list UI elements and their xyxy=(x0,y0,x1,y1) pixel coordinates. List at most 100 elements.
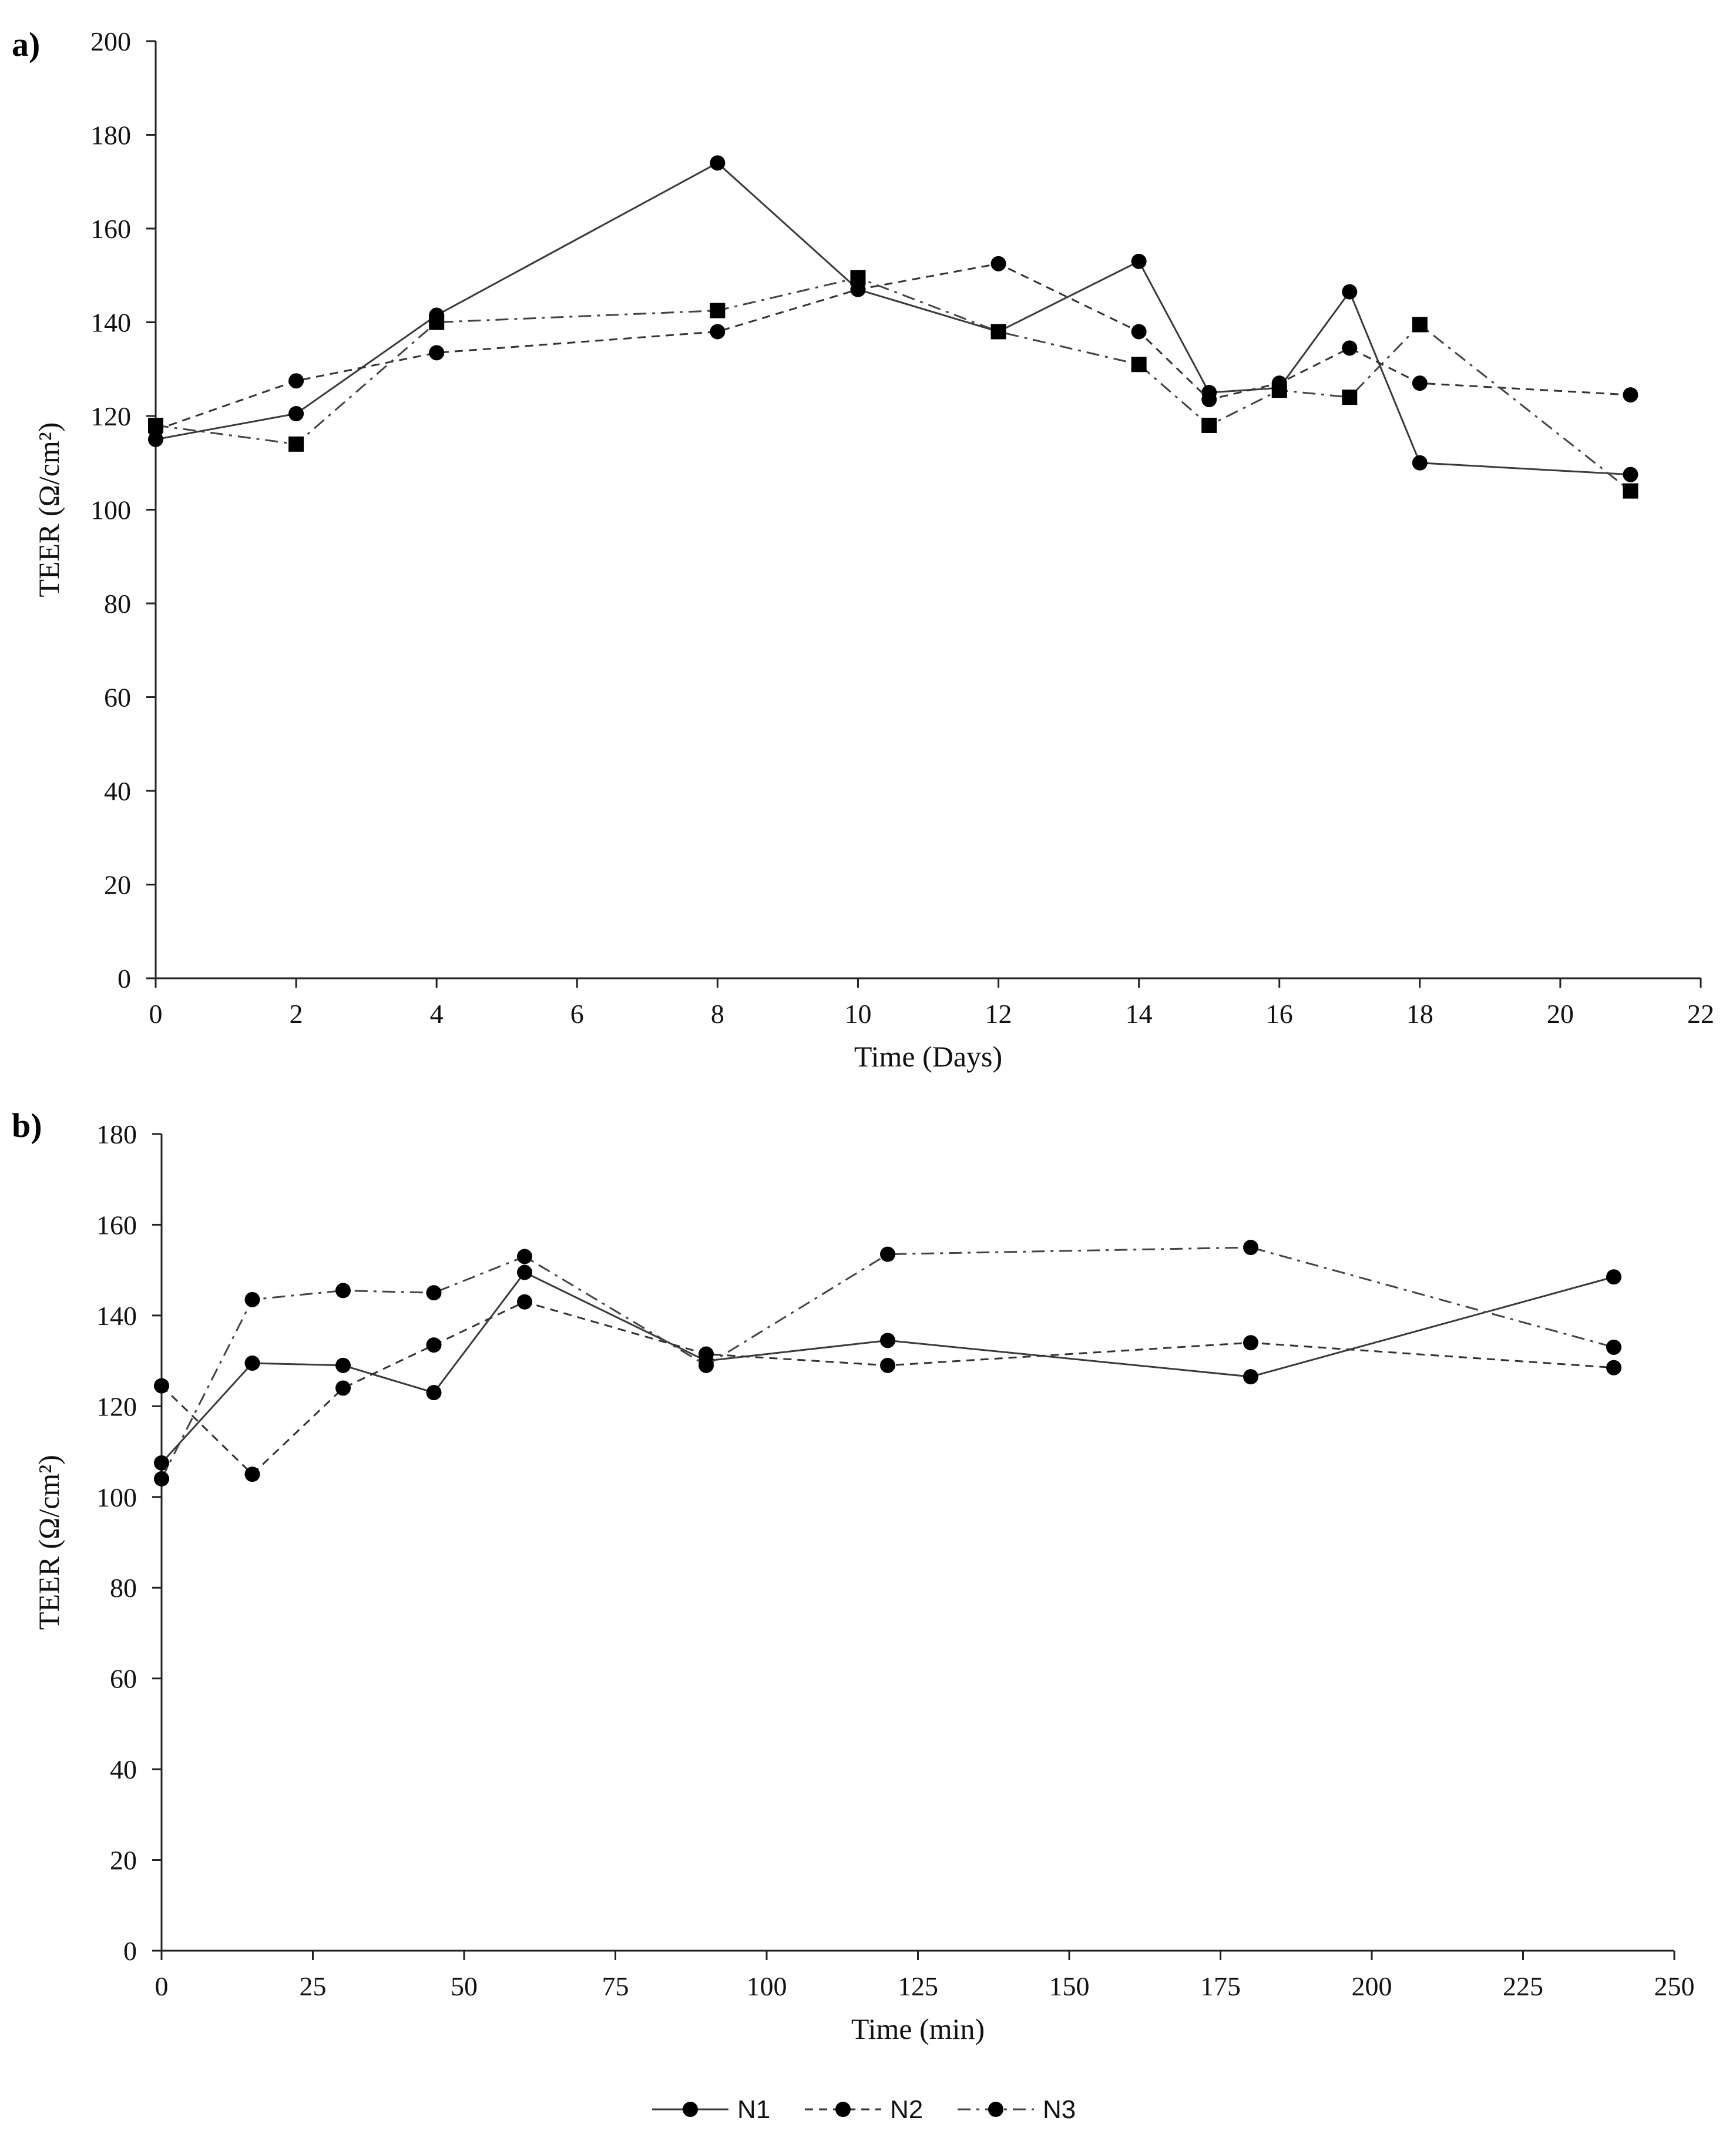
y-tick-label: 60 xyxy=(110,1664,137,1694)
data-point xyxy=(1131,357,1147,373)
legend-item-n2: N2 xyxy=(805,2095,923,2124)
x-tick-label: 175 xyxy=(1200,1971,1241,2001)
y-axis-title: TEER (Ω/cm²) xyxy=(32,422,65,598)
data-point xyxy=(990,324,1006,340)
data-point xyxy=(710,155,726,171)
data-point xyxy=(1412,375,1428,391)
x-tick-label: 8 xyxy=(711,999,724,1029)
data-point xyxy=(1623,483,1638,499)
chart-panel-a: a) 0 20 40 60 80 100 120 140 160 180 200 0 2 4 6 8 10 12 14… xyxy=(12,25,1714,1073)
data-point xyxy=(429,314,445,330)
legend-label: N2 xyxy=(890,2095,923,2124)
x-tick-label: 75 xyxy=(602,1971,629,2001)
x-tick-label: 12 xyxy=(985,999,1012,1029)
y-tick-label: 120 xyxy=(96,1391,137,1421)
data-point xyxy=(288,406,304,422)
x-axis-title: Time (Days) xyxy=(854,1040,1002,1073)
y-tick-label: 20 xyxy=(110,1846,137,1875)
data-point xyxy=(1131,253,1147,269)
x-tick-label: 14 xyxy=(1126,999,1153,1029)
x-tick-label: 50 xyxy=(451,1971,478,2001)
data-point xyxy=(1623,467,1638,482)
data-point xyxy=(710,324,726,340)
x-tick-label: 250 xyxy=(1654,1971,1695,2001)
data-point xyxy=(426,1285,442,1301)
data-point xyxy=(517,1294,532,1310)
data-point xyxy=(426,1337,442,1353)
y-tick-label: 60 xyxy=(104,683,131,713)
y-tick-label: 100 xyxy=(90,495,131,525)
x-tick-label: 18 xyxy=(1406,999,1433,1029)
x-tick-label: 125 xyxy=(898,1971,938,2001)
legend-item-n1: N1 xyxy=(652,2095,770,2124)
legend-label: N1 xyxy=(737,2095,770,2124)
data-point xyxy=(1342,390,1358,405)
data-point xyxy=(1243,1240,1258,1256)
data-point xyxy=(1243,1335,1258,1351)
series-n1 xyxy=(154,1264,1621,1471)
x-tick-label: 20 xyxy=(1547,999,1574,1029)
data-point xyxy=(244,1467,260,1482)
x-tick-label: 22 xyxy=(1687,999,1714,1029)
y-tick-label: 180 xyxy=(90,120,131,150)
data-point xyxy=(1243,1369,1258,1385)
data-point xyxy=(880,1357,895,1373)
data-point xyxy=(288,373,304,389)
x-tick-label: 0 xyxy=(149,999,163,1029)
data-point xyxy=(148,417,163,433)
x-tick-label: 16 xyxy=(1266,999,1293,1029)
data-point xyxy=(154,1378,169,1394)
legend: N1 N2 N3 xyxy=(652,2095,1076,2124)
series-n3 xyxy=(148,270,1638,499)
data-point xyxy=(1342,340,1358,356)
data-point xyxy=(710,303,726,318)
data-point xyxy=(1201,417,1217,433)
x-tick-label: 6 xyxy=(570,999,584,1029)
y-tick-label: 80 xyxy=(110,1573,137,1603)
data-point xyxy=(335,1380,351,1396)
data-point xyxy=(699,1357,714,1373)
y-tick-label: 40 xyxy=(104,776,131,806)
series-n2 xyxy=(154,1294,1621,1482)
x-tick-label: 0 xyxy=(155,1971,169,2001)
data-point xyxy=(244,1355,260,1371)
data-point xyxy=(880,1246,895,1262)
data-point xyxy=(429,345,445,361)
x-tick-label: 25 xyxy=(300,1971,327,2001)
data-point xyxy=(426,1385,442,1401)
y-tick-label: 80 xyxy=(104,589,131,619)
data-point xyxy=(1606,1360,1621,1375)
chart-panel-b: b) 0 20 40 60 80 100 120 140 160 180 0 25 50 75 100 125 1… xyxy=(12,1106,1695,2045)
data-point xyxy=(1131,324,1147,340)
y-tick-label: 200 xyxy=(90,26,131,56)
legend-label: N3 xyxy=(1043,2095,1076,2124)
y-tick-label: 100 xyxy=(96,1482,137,1512)
x-axis-title: Time (min) xyxy=(851,2012,985,2045)
data-point xyxy=(1201,392,1217,408)
x-tick-label: 2 xyxy=(290,999,303,1029)
data-point xyxy=(850,270,866,286)
data-point xyxy=(244,1291,260,1307)
x-tick-label: 10 xyxy=(844,999,871,1029)
y-axis-title: TEER (Ω/cm²) xyxy=(32,1455,65,1630)
data-point xyxy=(990,256,1006,271)
data-point xyxy=(699,1346,714,1362)
legend-item-n3: N3 xyxy=(958,2095,1076,2124)
data-point xyxy=(1412,455,1428,471)
data-point xyxy=(850,281,866,297)
data-point xyxy=(880,1333,895,1348)
x-tick-label: 4 xyxy=(430,999,444,1029)
y-tick-label: 140 xyxy=(96,1301,137,1331)
y-tick-label: 40 xyxy=(110,1754,137,1784)
series-line xyxy=(155,277,1631,492)
y-tick-label: 120 xyxy=(90,401,131,431)
data-point xyxy=(154,1455,169,1471)
series-n3 xyxy=(154,1240,1621,1487)
series-line xyxy=(160,1301,1614,1475)
data-point xyxy=(517,1249,532,1264)
data-point xyxy=(335,1357,351,1373)
y-tick-label: 160 xyxy=(96,1210,137,1240)
data-point xyxy=(1412,317,1428,333)
y-tick-label: 20 xyxy=(104,870,131,900)
